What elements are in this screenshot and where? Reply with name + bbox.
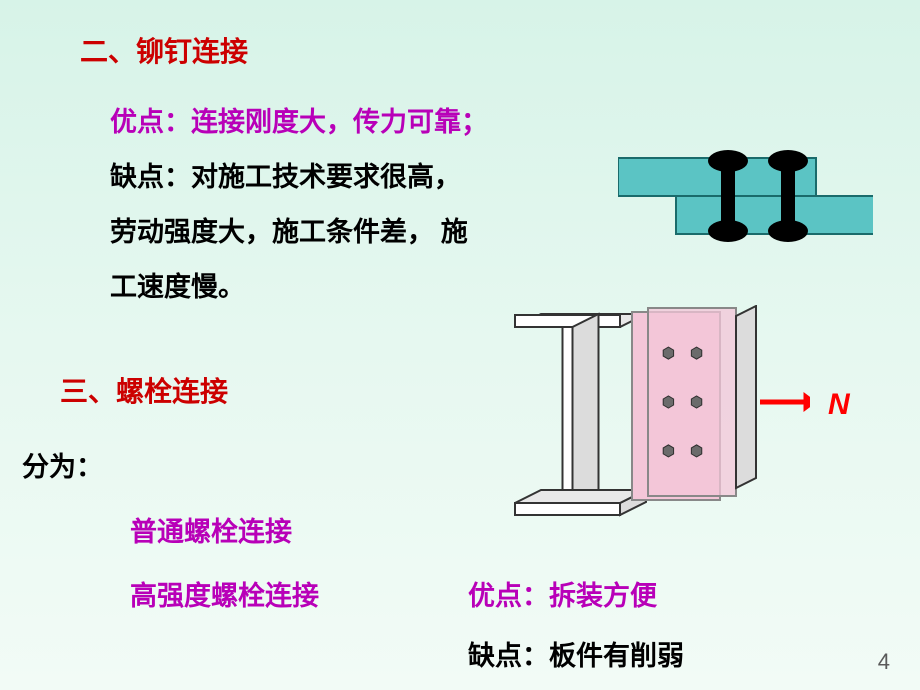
rivet-advantage: 优点：连接刚度大，传力可靠； [110, 100, 488, 139]
page-number: 4 [878, 649, 890, 675]
rivet-disadvantage-line3: 工速度慢。 [110, 265, 245, 304]
bolt-connection-diagram [470, 305, 810, 535]
rivet-connection-diagram [618, 140, 873, 255]
rivet-disadvantage-line1: 缺点：对施工技术要求很高， [110, 155, 461, 194]
force-label-n: N [828, 388, 850, 422]
bolt-type-highstrength: 高强度螺栓连接 [130, 574, 319, 613]
rivet-disadvantage-line2: 劳动强度大，施工条件差， 施 [110, 210, 468, 249]
bolt-types-label: 分为： [22, 445, 103, 484]
heading-bolt: 三、螺栓连接 [60, 370, 228, 410]
heading-rivet: 二、铆钉连接 [80, 30, 248, 70]
bolt-disadvantage: 缺点：板件有削弱 [468, 634, 684, 673]
bolt-type-ordinary: 普通螺栓连接 [130, 510, 292, 549]
bolt-advantage: 优点：拆装方便 [468, 574, 657, 613]
